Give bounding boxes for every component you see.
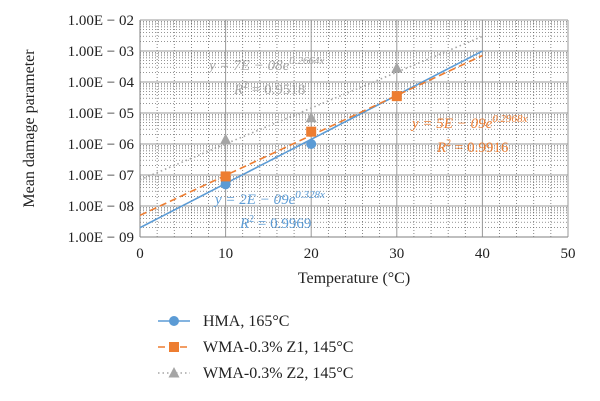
data-markers — [220, 62, 403, 190]
x-tick-label: 10 — [218, 246, 233, 262]
r-squared-label: R2 = 0.9969 — [239, 214, 311, 232]
y-tick-label: 1.00E − 03 — [68, 44, 134, 60]
x-tick-label: 40 — [475, 246, 490, 262]
data-point — [305, 111, 317, 123]
y-tick-label: 1.00E − 06 — [68, 137, 135, 153]
legend-label: WMA-0.3% Z2, 145°C — [203, 365, 353, 382]
data-point — [220, 171, 231, 182]
y-tick-label: 1.00E − 02 — [68, 13, 134, 29]
y-tick-label: 1.00E − 09 — [68, 230, 134, 246]
legend-marker — [169, 342, 179, 352]
y-tick-label: 1.00E − 08 — [68, 199, 134, 215]
trendline — [139, 35, 483, 181]
y-tick-label: 1.00E − 07 — [68, 168, 135, 184]
plot-area — [140, 20, 568, 237]
y-tick-label: 1.00E − 04 — [68, 75, 135, 91]
r-squared-label: R2 = 0.9916 — [436, 138, 509, 156]
legend-label: WMA-0.3% Z1, 145°C — [203, 339, 353, 356]
grid — [139, 19, 569, 238]
data-point — [391, 62, 403, 73]
x-tick-label: 20 — [304, 246, 319, 262]
x-tick-label: 30 — [389, 246, 404, 262]
y-tick-label: 1.00E − 05 — [68, 106, 134, 122]
x-tick-label: 0 — [136, 246, 144, 262]
x-tick-label: 50 — [561, 246, 576, 262]
legend-marker — [169, 316, 179, 326]
data-point — [220, 179, 231, 190]
axes: Temperature (°C) Mean damage parameter 1… — [21, 13, 576, 287]
legend-marker — [168, 367, 180, 378]
legend-label: HMA, 165°C — [203, 313, 289, 330]
data-point — [306, 126, 317, 137]
data-point — [306, 139, 317, 149]
r-squared-label: R2 = 0.9518 — [233, 80, 305, 98]
data-point — [391, 91, 402, 102]
data-point — [220, 133, 232, 144]
legend: HMA, 165°C WMA-0.3% Z1, 145°C WMA-0.3% Z2,… — [158, 313, 353, 382]
x-axis-title: Temperature (°C) — [298, 270, 410, 287]
y-axis-title: Mean damage parameter — [21, 49, 38, 208]
